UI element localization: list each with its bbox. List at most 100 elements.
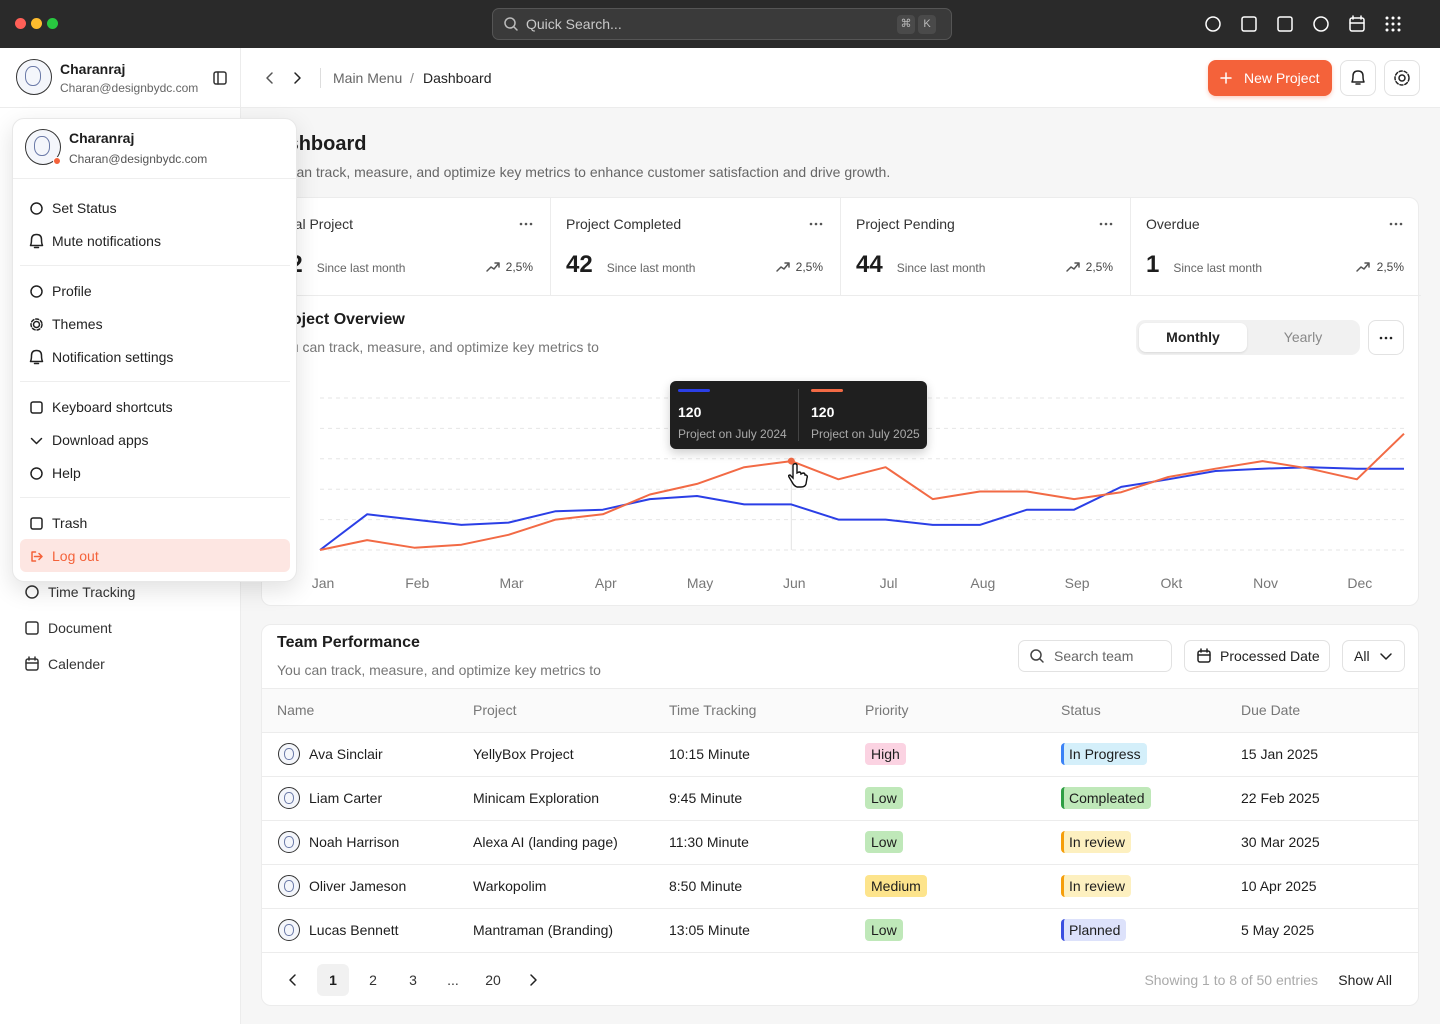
page-number[interactable]: 2 [369, 972, 377, 988]
menu-item[interactable]: Profile [52, 283, 92, 299]
stat-change: 2,5% [505, 260, 533, 274]
divider [0, 107, 240, 108]
calendar-icon [1197, 648, 1211, 663]
table-cell: 8:50 Minute [669, 878, 743, 894]
menu-item[interactable]: Notification settings [52, 349, 174, 365]
toolbar-icon [1349, 15, 1365, 32]
tooltip-swatch [678, 389, 710, 392]
menu-item[interactable]: Keyboard shortcuts [52, 399, 173, 415]
back-button[interactable] [262, 70, 278, 86]
chart-menu-button[interactable] [1368, 320, 1404, 355]
stat-value: 1 [1146, 251, 1160, 278]
menu-icon [30, 437, 42, 444]
team-search[interactable]: Search team [1018, 640, 1172, 672]
divider [320, 68, 321, 88]
menu-item[interactable]: Set Status [52, 200, 117, 216]
menu-icon [29, 201, 43, 215]
toolbar-button[interactable] [1237, 12, 1261, 36]
filter-label: Processed Date [1220, 648, 1320, 664]
menu-user-name: Charanraj [69, 130, 135, 146]
date-filter[interactable]: Processed Date [1184, 640, 1330, 672]
nav-item[interactable]: Time Tracking [48, 584, 136, 600]
status-badge: Planned [1061, 919, 1127, 941]
shortcut-key: ⌘ [897, 15, 915, 34]
member-name: Noah Harrison [309, 834, 400, 850]
new-project-button[interactable]: New Project [1208, 60, 1332, 96]
toolbar-button[interactable] [1201, 12, 1225, 36]
toggle-option[interactable]: Monthly [1166, 329, 1220, 345]
settings-button[interactable] [1384, 60, 1420, 96]
stat-menu[interactable] [1388, 216, 1404, 232]
table-cell: 9:45 Minute [669, 790, 743, 806]
breadcrumb-item[interactable]: Main Menu [333, 70, 403, 86]
menu-item[interactable]: Log out [52, 548, 99, 564]
menu-item[interactable]: Help [52, 465, 81, 481]
button-label: New Project [1244, 70, 1320, 86]
window-control[interactable] [47, 18, 58, 29]
nav-item[interactable]: Document [48, 620, 112, 636]
table-cell: 10 Apr 2025 [1241, 878, 1317, 894]
window-control[interactable] [15, 18, 26, 29]
table-cell: Warkopolim [473, 878, 547, 894]
bell-icon [1351, 70, 1365, 85]
stat-menu[interactable] [518, 216, 534, 232]
profile-menu: Charanraj Charan@designbydc.com Set Status… [12, 118, 298, 582]
stat-menu[interactable] [1098, 216, 1114, 232]
stat-row: 1 Since last month [1146, 251, 1262, 279]
avatar-face [25, 66, 42, 87]
stat-note: Since last month [896, 261, 986, 275]
search-placeholder: Search team [1054, 648, 1134, 664]
table-subtitle: You can track, measure, and optimize key… [277, 662, 601, 678]
toolbar-button[interactable] [1345, 12, 1369, 36]
stat-value: 44 [856, 251, 883, 278]
page-number[interactable]: 3 [409, 972, 417, 988]
page-number[interactable]: 1 [329, 972, 337, 988]
prev-page[interactable] [285, 972, 301, 988]
page-number[interactable]: ... [447, 972, 459, 988]
priority-badge: Low [865, 787, 903, 809]
menu-item[interactable]: Themes [52, 316, 103, 332]
status-select[interactable]: All [1342, 640, 1405, 672]
avatar-face [283, 879, 294, 892]
table-cell: 15 Jan 2025 [1241, 746, 1319, 762]
trend-icon [486, 262, 500, 272]
menu-item[interactable]: Download apps [52, 432, 149, 448]
table-row[interactable] [262, 821, 1418, 865]
menu-icon [29, 466, 43, 480]
table-row[interactable] [262, 733, 1418, 777]
page-subtitle: You can track, measure, and optimize key… [262, 164, 891, 180]
toolbar-icon [1277, 16, 1293, 32]
menu-item[interactable]: Mute notifications [52, 233, 161, 249]
toolbar-button[interactable] [1273, 12, 1297, 36]
menu-icon [29, 400, 43, 414]
page-number[interactable]: 20 [485, 972, 501, 988]
nav-item[interactable]: Calender [48, 656, 105, 672]
tooltip-swatch [811, 389, 843, 392]
chevron-down [1380, 653, 1392, 660]
table-row[interactable] [262, 909, 1418, 953]
menu-icon [29, 233, 43, 248]
table-row[interactable] [262, 865, 1418, 909]
forward-button[interactable] [289, 70, 305, 86]
stat-menu[interactable] [808, 216, 824, 232]
collapse-sidebar[interactable] [212, 70, 228, 86]
toolbar-icon [1241, 16, 1257, 32]
table-cell: Minicam Exploration [473, 790, 600, 806]
window-control[interactable] [31, 18, 42, 29]
column-header: Priority [865, 702, 909, 718]
toolbar-button[interactable] [1381, 12, 1405, 36]
menu-icon [29, 284, 43, 298]
show-all[interactable]: Show All [1338, 972, 1392, 988]
status-badge: In Progress [1061, 743, 1147, 765]
member-name: Ava Sinclair [309, 746, 383, 762]
toolbar-button[interactable] [1309, 12, 1333, 36]
next-page[interactable] [525, 972, 541, 988]
menu-item[interactable]: Trash [52, 515, 88, 531]
menu-divider [13, 178, 298, 179]
stat-card: Project Pending 44 Since last month 2,5% [841, 197, 1131, 296]
notifications-button[interactable] [1340, 60, 1376, 96]
table-row[interactable] [262, 777, 1418, 821]
toggle-option[interactable]: Yearly [1283, 329, 1323, 345]
quick-search[interactable]: Quick Search... ⌘ K [492, 8, 952, 40]
